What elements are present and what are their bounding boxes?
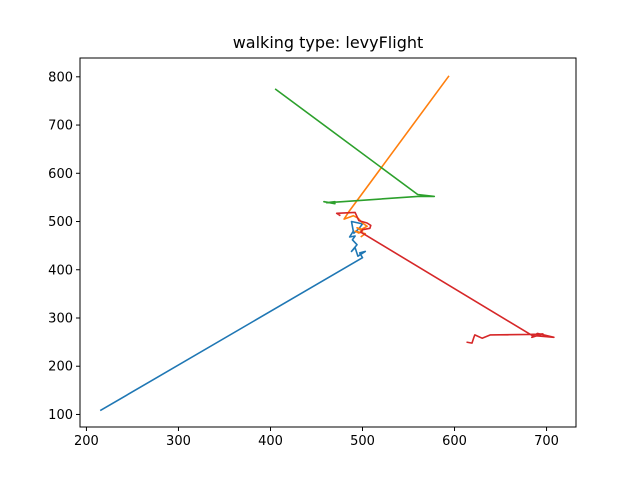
series-line-4 bbox=[335, 211, 555, 344]
series-line-3 bbox=[274, 88, 436, 205]
x-tick-label: 500 bbox=[350, 434, 375, 449]
y-tick-label: 500 bbox=[48, 215, 73, 230]
y-tick-label: 100 bbox=[48, 408, 73, 423]
plot-frame bbox=[79, 57, 577, 428]
y-tick-label: 700 bbox=[48, 119, 73, 134]
x-axis: 200 300 400 500 600 700 bbox=[74, 427, 559, 449]
x-tick-label: 700 bbox=[534, 434, 559, 449]
y-axis: 100 200 300 400 500 600 700 800 bbox=[48, 70, 80, 423]
series-line-1 bbox=[99, 220, 367, 412]
chart-title: walking type: levyFlight bbox=[233, 33, 424, 52]
x-tick-label: 300 bbox=[166, 434, 191, 449]
y-tick-label: 300 bbox=[48, 311, 73, 326]
series-layer bbox=[99, 75, 555, 412]
x-tick-label: 200 bbox=[74, 434, 99, 449]
y-tick-label: 400 bbox=[48, 263, 73, 278]
y-tick-label: 600 bbox=[48, 167, 73, 182]
series-line-2 bbox=[343, 75, 450, 238]
x-tick-label: 400 bbox=[258, 434, 283, 449]
x-tick-label: 600 bbox=[442, 434, 467, 449]
y-tick-label: 800 bbox=[48, 70, 73, 85]
y-tick-label: 200 bbox=[48, 360, 73, 375]
